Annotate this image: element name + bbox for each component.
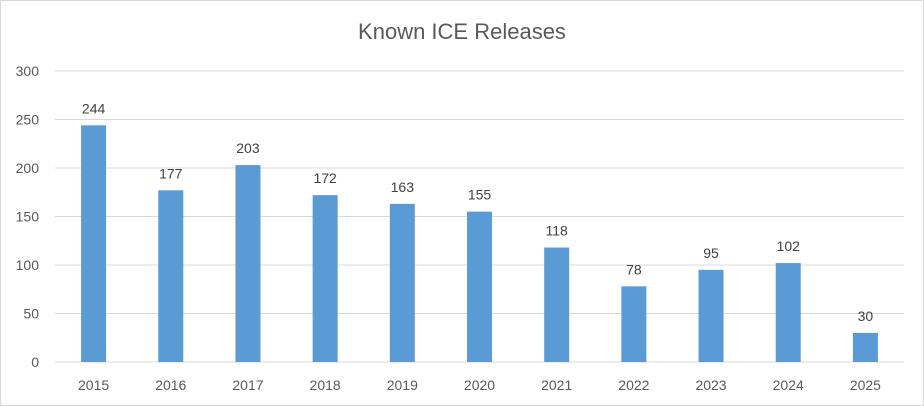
data-label: 203 — [236, 140, 260, 156]
x-tick-label: 2016 — [155, 377, 186, 393]
x-tick-label: 2020 — [464, 377, 495, 393]
bar — [852, 332, 878, 362]
bar — [621, 286, 647, 362]
x-tick-label: 2019 — [387, 377, 418, 393]
x-tick-label: 2025 — [850, 377, 881, 393]
bar — [775, 263, 801, 362]
data-label: 155 — [468, 187, 492, 203]
bar — [544, 247, 570, 362]
data-label: 163 — [391, 179, 415, 195]
chart-title: Known ICE Releases — [358, 19, 566, 44]
y-tick-label: 100 — [16, 257, 40, 273]
bar — [81, 125, 107, 362]
bar — [312, 195, 338, 362]
data-label: 102 — [777, 238, 801, 254]
x-tick-label: 2017 — [232, 377, 263, 393]
x-tick-label: 2024 — [773, 377, 804, 393]
y-tick-label: 150 — [16, 209, 40, 225]
data-label: 95 — [703, 245, 719, 261]
data-label: 244 — [82, 100, 106, 116]
x-tick-label: 2015 — [78, 377, 109, 393]
x-tick-label: 2022 — [618, 377, 649, 393]
y-tick-label: 300 — [16, 63, 40, 79]
bar — [158, 190, 184, 362]
data-label: 78 — [626, 261, 642, 277]
x-tick-label: 2023 — [695, 377, 726, 393]
data-label: 172 — [313, 170, 337, 186]
y-tick-label: 50 — [23, 306, 39, 322]
data-label: 177 — [159, 165, 183, 181]
bar — [698, 269, 724, 362]
x-tick-label: 2021 — [541, 377, 572, 393]
data-label: 30 — [858, 308, 874, 324]
bar — [389, 203, 415, 362]
bar — [467, 211, 492, 362]
x-tick-label: 2018 — [310, 377, 341, 393]
data-label: 118 — [546, 223, 569, 239]
y-tick-label: 200 — [16, 160, 40, 176]
bar — [235, 165, 261, 362]
y-tick-label: 0 — [31, 354, 39, 370]
y-tick-label: 250 — [16, 112, 40, 128]
